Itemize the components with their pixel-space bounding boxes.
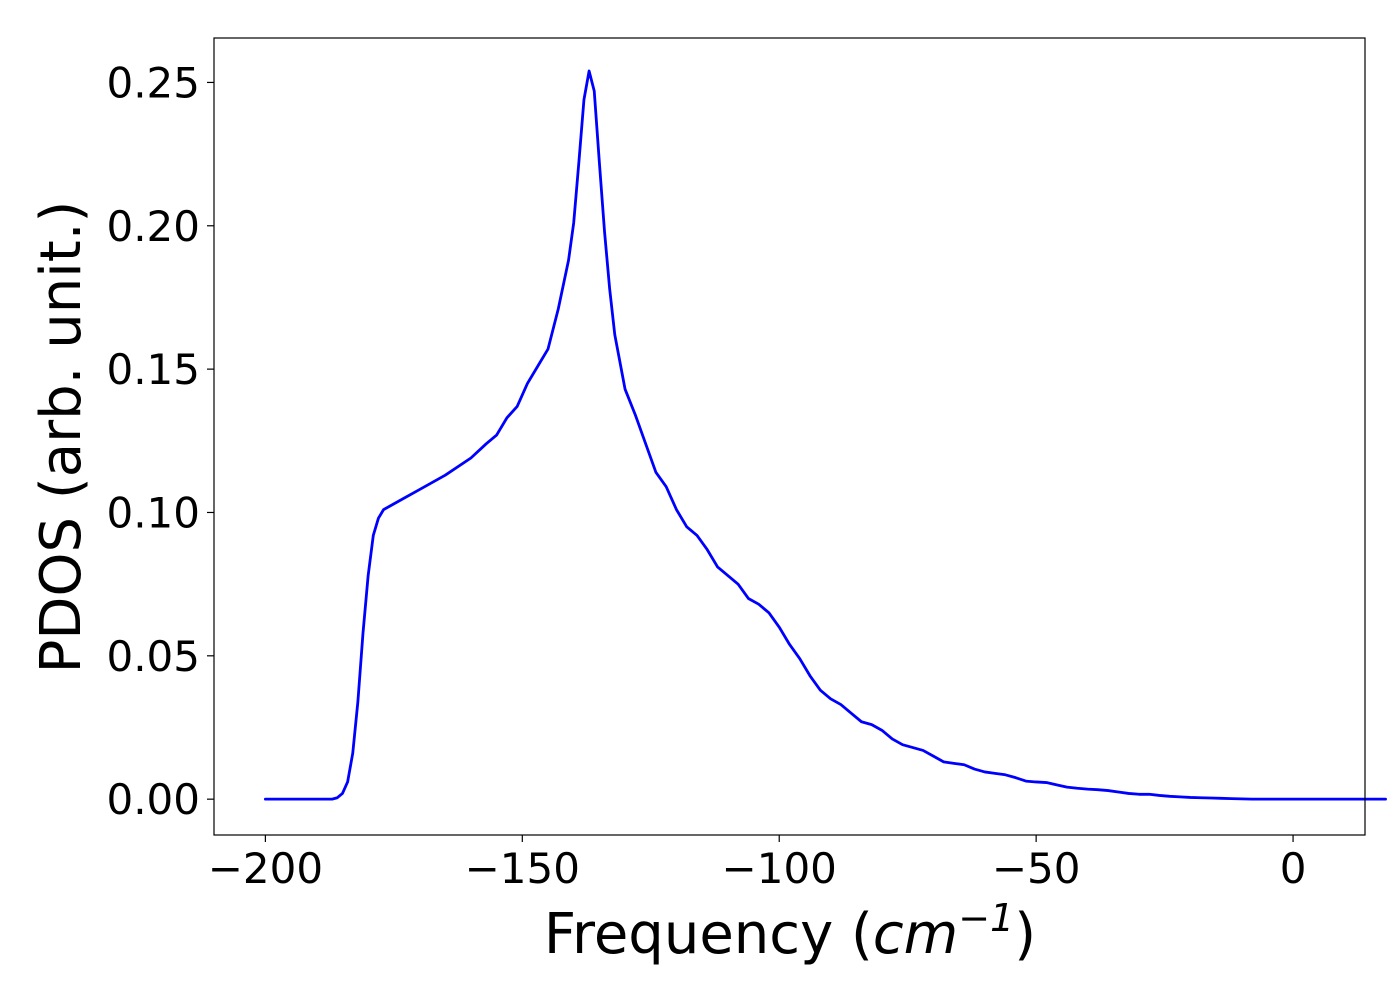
x-axis-label-superscript: −1 [958, 896, 1014, 940]
y-tick-label: 0.00 [106, 775, 200, 824]
x-axis-label-suffix: ) [1014, 902, 1036, 967]
plot-area-frame [213, 37, 1366, 836]
y-tick-label: 0.05 [106, 632, 200, 681]
x-tick-label: −200 [208, 844, 323, 893]
y-tick-label: 0.15 [106, 345, 200, 394]
x-axis-label-unit: cm [873, 902, 958, 967]
y-axis-label: PDOS (arb. unit.) [29, 201, 94, 674]
y-tick-label: 0.20 [106, 202, 200, 251]
x-tick-label: 0 [1280, 844, 1307, 893]
y-tick-label: 0.10 [106, 488, 200, 537]
x-tick-label: −50 [992, 844, 1081, 893]
pdos-series-line [263, 69, 1387, 801]
x-tick-label: −150 [465, 844, 580, 893]
y-axis-ticks: 0.00 0.05 0.10 0.15 0.20 0.25 [106, 58, 214, 824]
x-axis-label: Frequency (cm−1) [544, 896, 1036, 967]
x-axis-ticks: −200 −150 −100 −50 0 [208, 835, 1307, 893]
x-tick-label: −100 [722, 844, 837, 893]
x-axis-label-prefix: Frequency ( [544, 902, 873, 967]
y-tick-label: 0.25 [106, 58, 200, 107]
